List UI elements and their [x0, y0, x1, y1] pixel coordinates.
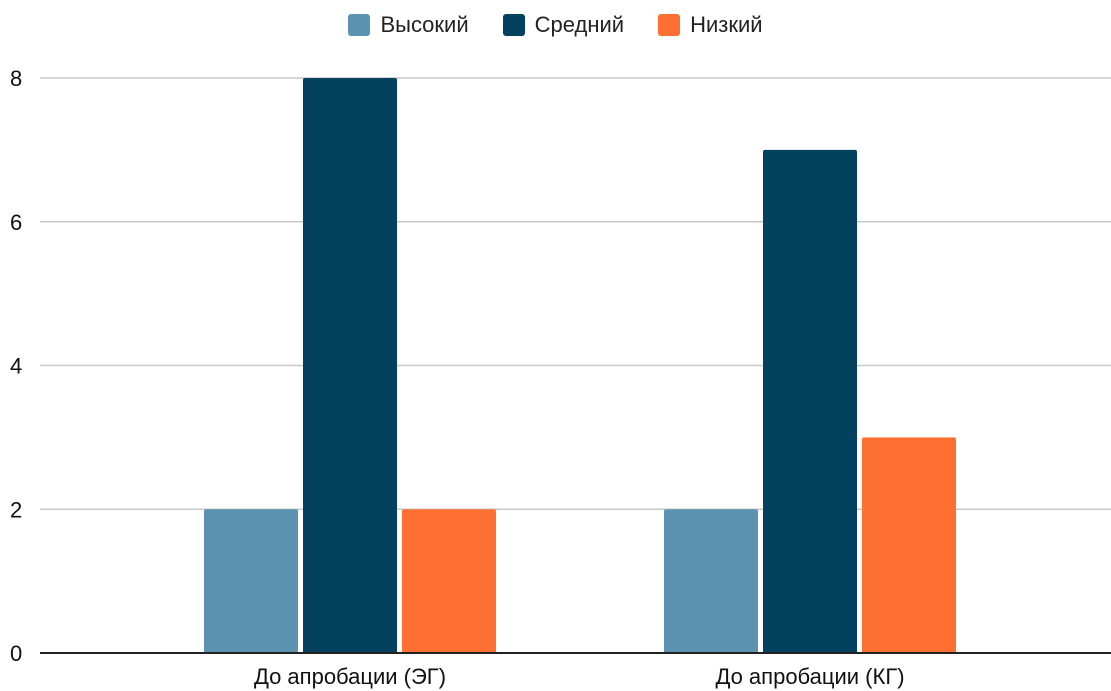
x-axis-labels: До апробации (ЭГ) До апробации (КГ)	[254, 664, 905, 689]
y-axis-ticks: 0 2 4 6 8	[10, 66, 22, 666]
bar-medium-1	[763, 149, 857, 653]
legend-label-low: Низкий	[690, 12, 763, 37]
y-tick-label: 2	[10, 497, 22, 522]
x-category-label: До апробации (ЭГ)	[254, 664, 446, 689]
bar-medium-0	[303, 78, 397, 653]
legend-swatch-high	[348, 14, 371, 36]
legend-item-high: Высокий	[348, 12, 469, 38]
bar-low-1	[862, 437, 956, 653]
y-tick-label: 8	[10, 66, 22, 91]
legend-swatch-medium	[502, 14, 525, 36]
bar-low-0	[402, 509, 496, 653]
bar-high-1	[664, 509, 758, 653]
bar-high-0	[204, 509, 298, 653]
legend: Высокий Средний Низкий	[0, 12, 1111, 38]
legend-label-medium: Средний	[534, 12, 625, 37]
legend-item-low: Низкий	[658, 12, 763, 38]
legend-swatch-low	[658, 14, 681, 36]
y-tick-label: 4	[10, 354, 22, 379]
y-tick-label: 0	[10, 641, 22, 666]
bars	[204, 78, 956, 653]
x-category-label: До апробации (КГ)	[715, 664, 904, 689]
y-tick-label: 6	[10, 210, 22, 235]
legend-label-high: Высокий	[380, 12, 469, 37]
legend-item-medium: Средний	[502, 12, 625, 38]
